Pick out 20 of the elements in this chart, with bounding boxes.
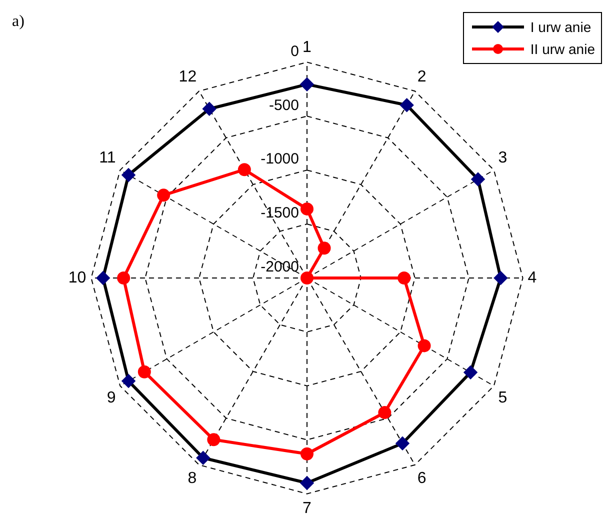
- text: a): [12, 13, 24, 30]
- spoke-label: 5: [498, 389, 508, 406]
- y-tick-label: -1000: [260, 150, 299, 168]
- y-tick-label: 0: [290, 42, 299, 60]
- spoke-label: 2: [417, 68, 426, 86]
- spoke-label: 8: [188, 470, 197, 488]
- y-tick-label: -1500: [260, 204, 299, 222]
- spoke-label: 10: [68, 269, 86, 286]
- y-tick-label: -500: [268, 96, 299, 114]
- spoke-label: 1: [302, 39, 312, 56]
- legend-label: II urw anie: [530, 41, 595, 57]
- y-tick-label: -2000: [260, 258, 299, 276]
- spoke-label: 12: [178, 68, 197, 86]
- spoke-label: 11: [99, 149, 116, 166]
- legend-label: I urw anie: [530, 19, 592, 35]
- spoke-label: 9: [106, 389, 116, 406]
- spoke-label: 7: [302, 500, 312, 517]
- spoke-label: 3: [498, 149, 508, 166]
- spoke-label: 4: [528, 269, 537, 286]
- spoke-label: 6: [417, 470, 426, 488]
